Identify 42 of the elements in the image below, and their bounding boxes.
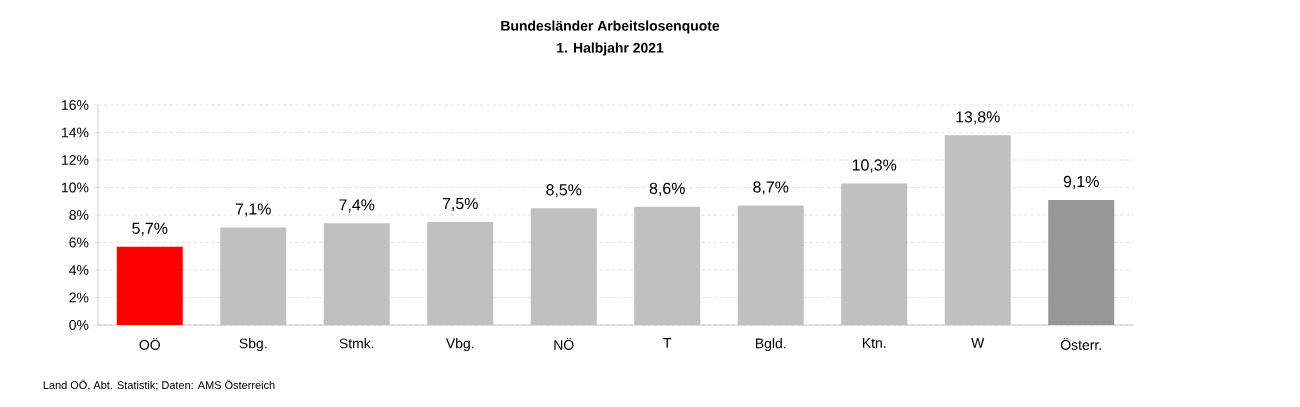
y-tick-label: 12% <box>62 155 89 165</box>
data-label: 8,7% <box>753 181 789 195</box>
y-tick-label: 14% <box>62 127 89 138</box>
data-label: 7,5% <box>442 197 478 212</box>
data-label: 9,1% <box>1063 175 1099 190</box>
x-tick-label: Vbg. <box>445 338 474 352</box>
y-tick-label: 4% <box>69 265 89 275</box>
data-label: 10,3% <box>852 159 897 173</box>
data-label: 8,6% <box>649 182 685 196</box>
x-tick-label: OÖ <box>139 338 160 350</box>
data-label: 5,7% <box>132 222 168 236</box>
chart-subtitle: 1. Halbjahr 2021 <box>557 42 664 56</box>
x-tick-label: Ktn. <box>862 338 886 348</box>
y-tick-label: 2% <box>69 292 89 303</box>
data-label: 7,1% <box>235 203 271 217</box>
x-tick-label: Österr. <box>1060 338 1101 350</box>
bar <box>1048 199 1115 325</box>
x-tick-label: Sbg. <box>239 338 267 352</box>
x-tick-label: NÖ <box>554 338 574 350</box>
y-tick-label: 0% <box>69 320 89 330</box>
x-tick-label: Stmk. <box>339 338 374 349</box>
bar <box>220 227 287 325</box>
text: Land OÖ, Abt. Statistik; Daten: AMS Österreich <box>43 379 275 391</box>
y-tick-label: 6% <box>69 237 89 248</box>
chart-title: Bundesländer Arbeitslosenquote <box>501 20 720 34</box>
data-label: 13,8% <box>956 111 1000 125</box>
y-tick-label: 10% <box>62 182 89 193</box>
x-tick-label: T <box>663 338 672 348</box>
bar <box>944 135 1011 325</box>
bar <box>841 183 908 325</box>
bar <box>634 206 701 325</box>
x-tick-label: W <box>971 338 985 348</box>
y-tick-label: 16% <box>62 100 89 110</box>
y-tick-label: 8% <box>69 210 89 220</box>
bar <box>530 208 597 325</box>
data-label: 7,4% <box>339 199 375 213</box>
x-tick-label: Bgld. <box>755 338 786 352</box>
bar <box>427 221 494 325</box>
data-label: 8,5% <box>546 184 582 198</box>
bar <box>116 246 183 325</box>
bar <box>323 223 390 325</box>
bar <box>737 205 804 325</box>
